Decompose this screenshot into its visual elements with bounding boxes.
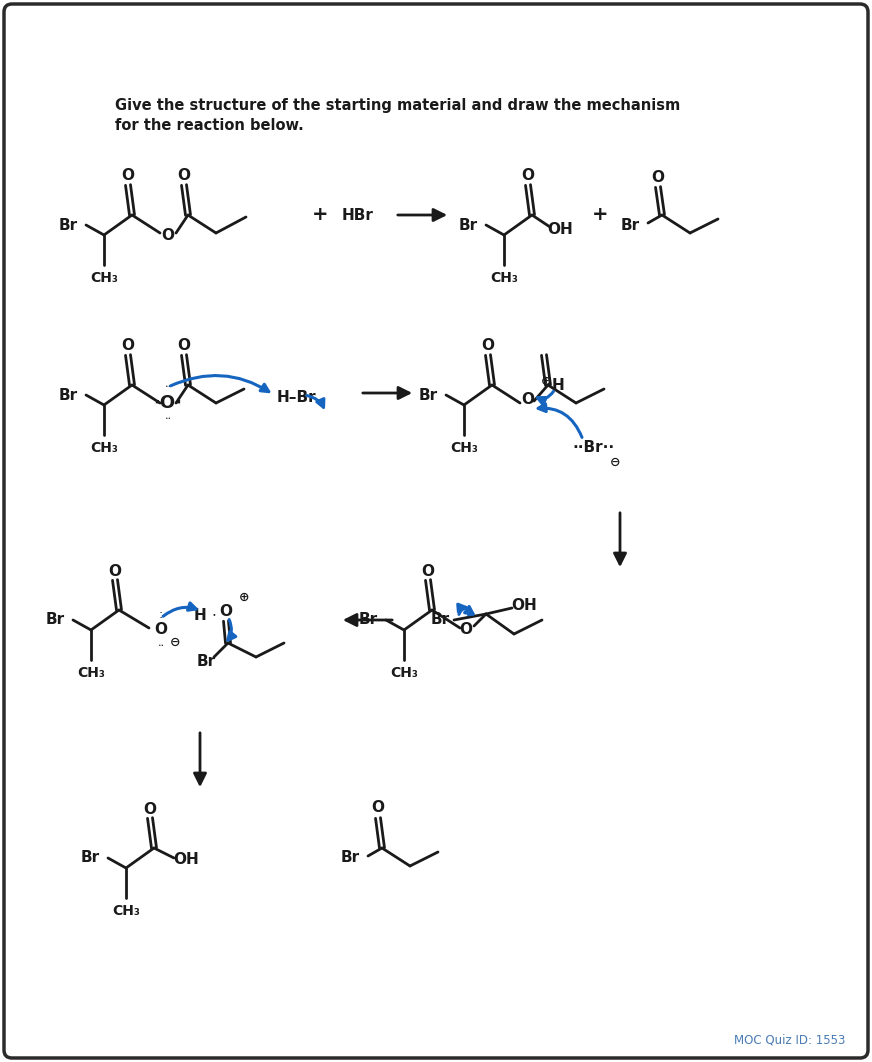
Text: CH₃: CH₃: [450, 441, 478, 455]
Text: CH₃: CH₃: [390, 666, 418, 680]
Text: ⋅O⋅: ⋅O⋅: [153, 394, 182, 412]
Text: Br: Br: [431, 613, 450, 628]
Text: O: O: [421, 564, 434, 579]
Text: H–Br: H–Br: [276, 390, 316, 405]
Text: CH₃: CH₃: [90, 441, 118, 455]
Text: Give the structure of the starting material and draw the mechanism: Give the structure of the starting mater…: [115, 98, 680, 113]
Text: for the reaction below.: for the reaction below.: [115, 118, 303, 133]
Text: HBr: HBr: [342, 207, 374, 223]
Text: O: O: [371, 801, 385, 816]
Text: O: O: [178, 169, 190, 184]
Text: O: O: [521, 392, 535, 407]
Text: Br: Br: [58, 388, 78, 402]
Text: O: O: [108, 564, 121, 579]
Text: O: O: [161, 227, 174, 242]
Text: OH: OH: [547, 222, 573, 237]
Text: :: :: [464, 607, 468, 620]
Text: MOC Quiz ID: 1553: MOC Quiz ID: 1553: [733, 1033, 845, 1046]
Text: Br: Br: [621, 218, 639, 233]
Text: O: O: [220, 603, 233, 618]
Text: ⋅⋅: ⋅⋅: [165, 414, 172, 424]
Text: Br: Br: [45, 613, 65, 628]
Text: Br: Br: [196, 653, 215, 668]
FancyBboxPatch shape: [4, 4, 868, 1058]
Text: ⋅⋅Br⋅⋅: ⋅⋅Br⋅⋅: [572, 441, 614, 456]
Text: ⊕: ⊕: [541, 375, 551, 388]
Text: ⊕: ⊕: [239, 590, 249, 603]
Text: ⋅⋅: ⋅⋅: [165, 382, 172, 392]
Text: Br: Br: [459, 218, 478, 233]
Text: O: O: [178, 339, 190, 354]
Text: O: O: [144, 802, 156, 817]
Text: CH₃: CH₃: [90, 271, 118, 285]
Text: OH: OH: [511, 599, 537, 614]
Text: Br: Br: [419, 388, 438, 402]
Text: O: O: [481, 339, 494, 354]
Text: :: :: [159, 607, 163, 620]
Text: ⊖: ⊖: [610, 456, 620, 468]
Text: ⋅⋅: ⋅⋅: [158, 641, 165, 651]
Text: ⋅: ⋅: [212, 607, 216, 622]
Text: Br: Br: [340, 851, 359, 866]
Text: OH: OH: [174, 853, 199, 868]
Text: H: H: [552, 377, 564, 393]
Text: ⊖: ⊖: [170, 635, 181, 649]
Text: O: O: [121, 339, 134, 354]
Text: Br: Br: [358, 613, 378, 628]
Text: CH₃: CH₃: [112, 904, 140, 918]
Text: Br: Br: [80, 851, 99, 866]
Text: CH₃: CH₃: [77, 666, 105, 680]
Text: +: +: [312, 206, 328, 224]
Text: O: O: [154, 622, 167, 637]
Text: +: +: [592, 206, 609, 224]
Text: H: H: [194, 607, 207, 622]
Text: Br: Br: [58, 218, 78, 233]
Text: CH₃: CH₃: [490, 271, 518, 285]
Text: O: O: [460, 622, 473, 637]
Text: O: O: [121, 169, 134, 184]
Text: O: O: [651, 170, 664, 185]
Text: O: O: [521, 169, 535, 184]
